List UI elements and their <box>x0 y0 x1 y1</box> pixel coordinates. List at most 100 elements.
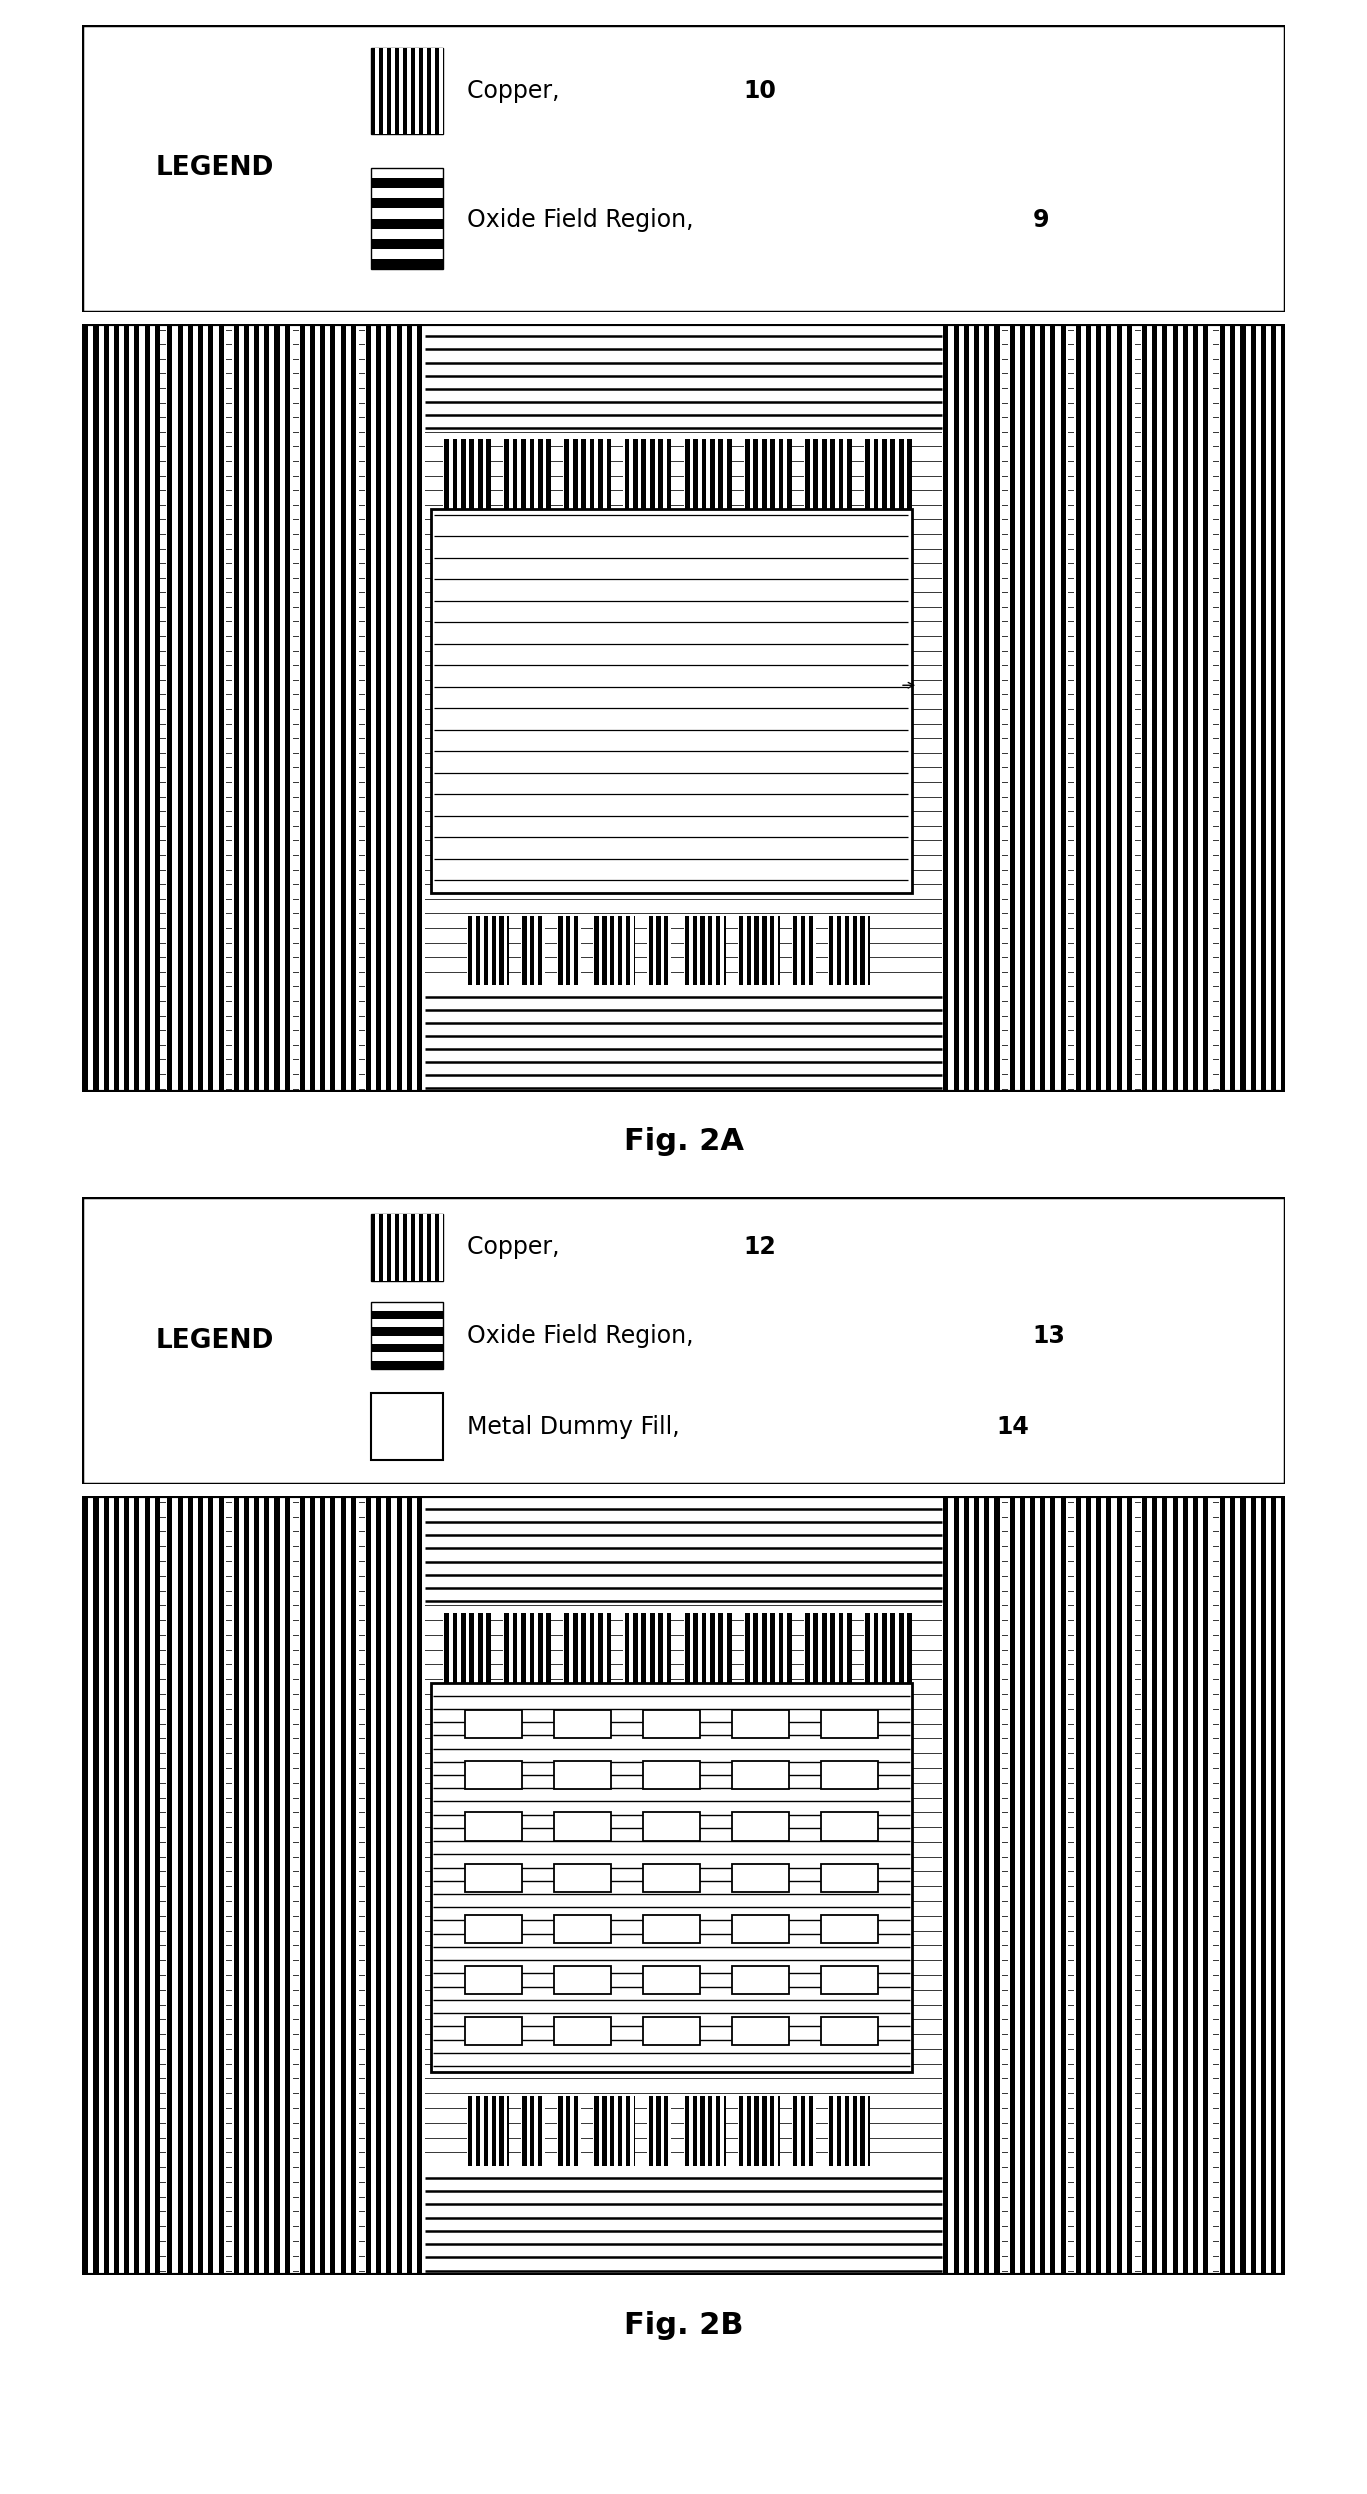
Bar <box>298 324 358 1092</box>
Bar <box>770 2095 774 2165</box>
Bar <box>529 1614 534 1683</box>
Bar <box>593 2095 636 2165</box>
Bar <box>275 1496 279 2275</box>
Bar <box>187 324 193 1092</box>
Bar <box>642 1813 700 1841</box>
Bar <box>625 439 629 509</box>
Bar <box>709 1614 715 1683</box>
Bar <box>716 2095 720 2165</box>
Bar <box>1182 324 1188 1092</box>
Bar <box>407 1496 411 2275</box>
Bar <box>465 1711 522 1738</box>
Bar <box>574 2095 578 2165</box>
Bar <box>908 1614 912 1683</box>
Bar <box>487 1614 491 1683</box>
Bar <box>145 1496 149 2275</box>
Bar <box>425 1496 942 1606</box>
Bar <box>468 2095 473 2165</box>
Bar <box>603 915 607 985</box>
Bar <box>684 2095 726 2165</box>
Bar <box>370 1215 443 1282</box>
Text: 14: 14 <box>997 1414 1029 1439</box>
Bar <box>554 2018 611 2045</box>
Bar <box>1219 324 1225 1092</box>
Bar <box>1050 1496 1055 2275</box>
Bar <box>1096 1496 1102 2275</box>
Bar <box>994 324 999 1092</box>
Bar <box>365 324 425 1092</box>
Bar <box>820 1761 879 1791</box>
Bar <box>340 324 346 1092</box>
Bar <box>809 915 813 985</box>
Bar <box>1219 1496 1285 2275</box>
Bar <box>558 2095 563 2165</box>
Bar <box>801 915 805 985</box>
Bar <box>746 915 750 985</box>
Bar <box>310 1496 314 2275</box>
Bar <box>642 1711 700 1738</box>
Bar <box>593 915 636 985</box>
Bar <box>984 1496 990 2275</box>
Bar <box>716 915 720 985</box>
Bar <box>828 915 834 985</box>
Bar <box>738 2095 779 2165</box>
Bar <box>984 324 990 1092</box>
Bar <box>1152 324 1156 1092</box>
Bar <box>521 439 526 509</box>
Bar <box>642 1915 700 1943</box>
Bar <box>145 324 149 1092</box>
Bar <box>320 1496 325 2275</box>
Bar <box>746 2095 750 2165</box>
Bar <box>399 47 403 135</box>
Bar <box>83 1496 89 2275</box>
Bar <box>134 324 139 1092</box>
Bar <box>104 1496 109 2275</box>
Bar <box>1162 324 1167 1092</box>
Bar <box>376 1496 381 2275</box>
Bar <box>642 1761 700 1791</box>
Bar <box>1140 324 1213 1092</box>
Bar <box>659 1614 663 1683</box>
Bar <box>530 2095 534 2165</box>
Bar <box>787 1614 791 1683</box>
Bar <box>503 439 551 509</box>
Bar <box>744 439 791 509</box>
Bar <box>708 2095 712 2165</box>
Bar <box>753 1614 759 1683</box>
Bar <box>648 915 671 985</box>
Bar <box>656 915 660 985</box>
Bar <box>298 1496 358 2275</box>
Bar <box>830 1614 835 1683</box>
Bar <box>964 324 969 1092</box>
Bar <box>1240 324 1245 1092</box>
Bar <box>791 915 816 985</box>
Bar <box>820 1915 879 1943</box>
Bar <box>414 47 418 135</box>
Bar <box>465 1915 522 1943</box>
Bar <box>366 324 370 1092</box>
Bar <box>723 915 726 985</box>
Bar <box>1182 1496 1188 2275</box>
Bar <box>1219 1496 1225 2275</box>
Bar <box>1173 1496 1177 2275</box>
Bar <box>848 1614 852 1683</box>
Bar <box>1219 324 1285 1092</box>
Bar <box>723 2095 726 2165</box>
Bar <box>178 324 183 1092</box>
Bar <box>476 2095 480 2165</box>
Bar <box>943 324 949 1092</box>
Bar <box>284 324 290 1092</box>
Bar <box>649 439 655 509</box>
Bar <box>709 439 715 509</box>
Bar <box>478 1614 483 1683</box>
Bar <box>396 324 402 1092</box>
Bar <box>469 1614 474 1683</box>
Text: 9: 9 <box>1032 207 1048 232</box>
Bar <box>763 2095 767 2165</box>
Bar <box>465 1863 522 1893</box>
Bar <box>1106 1496 1111 2275</box>
Bar <box>603 2095 607 2165</box>
Bar <box>370 47 443 135</box>
Bar <box>1009 1496 1069 2275</box>
Bar <box>461 439 466 509</box>
